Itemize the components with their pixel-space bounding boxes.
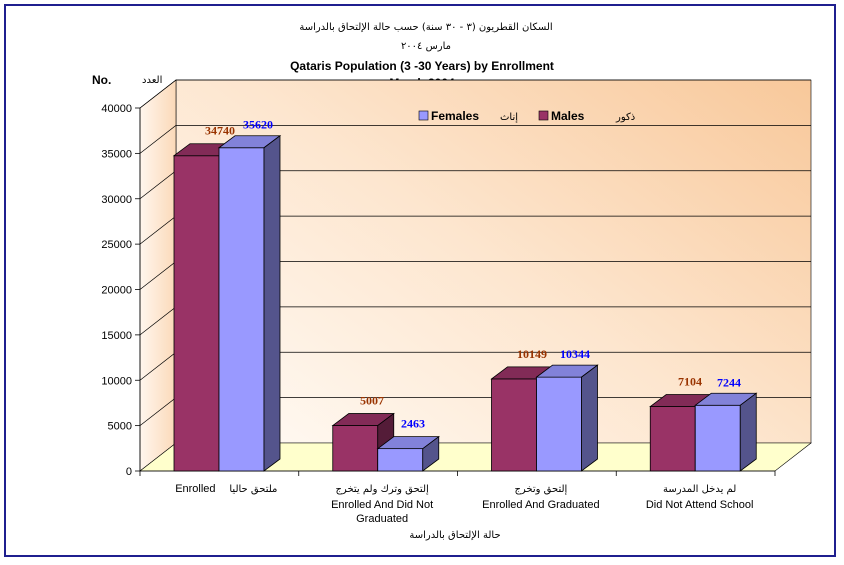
legend-swatch-males xyxy=(538,110,549,121)
y-tick-label: 10000 xyxy=(101,375,132,387)
male-value-label: 5007 xyxy=(360,394,384,408)
legend-label-males: Males xyxy=(551,109,585,123)
category-label: Enrolled And Graduated xyxy=(482,499,599,511)
female-bar-side xyxy=(422,435,440,472)
y-axis-label: No. xyxy=(92,73,111,87)
category-label: Enrolled And Did Not xyxy=(331,499,433,511)
category-label-arabic: إلتحق وتخرج xyxy=(514,484,567,495)
category-label-arabic: لم يدخل المدرسة xyxy=(663,484,736,495)
chart-title-arabic: السكان القطريون (٣ - ٣٠ سنة) حسب حالة ال… xyxy=(299,22,552,33)
female-bar-side xyxy=(263,134,281,472)
female-bar-front xyxy=(536,376,582,472)
chart-title-arabic-date: مارس ٢٠٠٤ xyxy=(401,41,451,52)
male-value-label: 10149 xyxy=(517,347,547,361)
y-tick-label: 5000 xyxy=(108,421,132,433)
y-tick-label: 15000 xyxy=(101,330,132,342)
plot-area: 0 5000 10000 15000 20000 25000 30000 35000 40000… xyxy=(101,79,812,525)
y-tick-label: 20000 xyxy=(101,285,132,297)
female-bar-front xyxy=(377,448,424,472)
legend-label-females-arabic: إناث xyxy=(500,112,518,123)
male-bar-front xyxy=(332,425,379,472)
legend-swatch-females xyxy=(418,110,429,121)
female-bar-front xyxy=(694,404,741,472)
y-tick-label: 25000 xyxy=(101,239,132,251)
category-label-arabic: إلتحق وترك ولم يتخرج xyxy=(335,484,429,495)
gridline xyxy=(139,79,811,109)
male-bar-front xyxy=(649,406,696,472)
female-value-label: 10344 xyxy=(560,347,590,361)
category-label: Enrolled xyxy=(175,483,215,495)
male-bar-front xyxy=(491,378,537,472)
category-label: Did Not Attend School xyxy=(646,499,754,511)
female-bar-side xyxy=(739,392,757,472)
female-value-label: 7244 xyxy=(717,375,741,389)
male-value-label: 7104 xyxy=(678,375,702,389)
category-label-cont: Graduated xyxy=(356,513,408,525)
male-bar-front xyxy=(173,155,220,472)
legend-label-males-arabic: ذكور xyxy=(615,112,635,123)
y-axis-label-arabic: العدد xyxy=(142,75,162,86)
chart-title: Qataris Population (3 -30 Years) by Enro… xyxy=(290,59,554,73)
female-bar-front xyxy=(218,147,265,472)
y-tick-label: 35000 xyxy=(101,148,132,160)
x-axis-label-arabic: حالة الإلتحاق بالدراسة xyxy=(409,530,500,541)
female-bar-side xyxy=(581,364,598,472)
y-tick-label: 40000 xyxy=(101,103,132,115)
female-value-label: 2463 xyxy=(401,417,425,431)
gridline xyxy=(139,125,811,154)
male-value-label: 34740 xyxy=(205,124,235,138)
legend-label-females: Females xyxy=(431,109,479,123)
y-tick-label: 30000 xyxy=(101,194,132,206)
female-value-label: 35620 xyxy=(243,118,273,132)
y-tick-label: 0 xyxy=(126,466,132,478)
category-label-arabic: ملتحق حاليا xyxy=(229,484,277,495)
